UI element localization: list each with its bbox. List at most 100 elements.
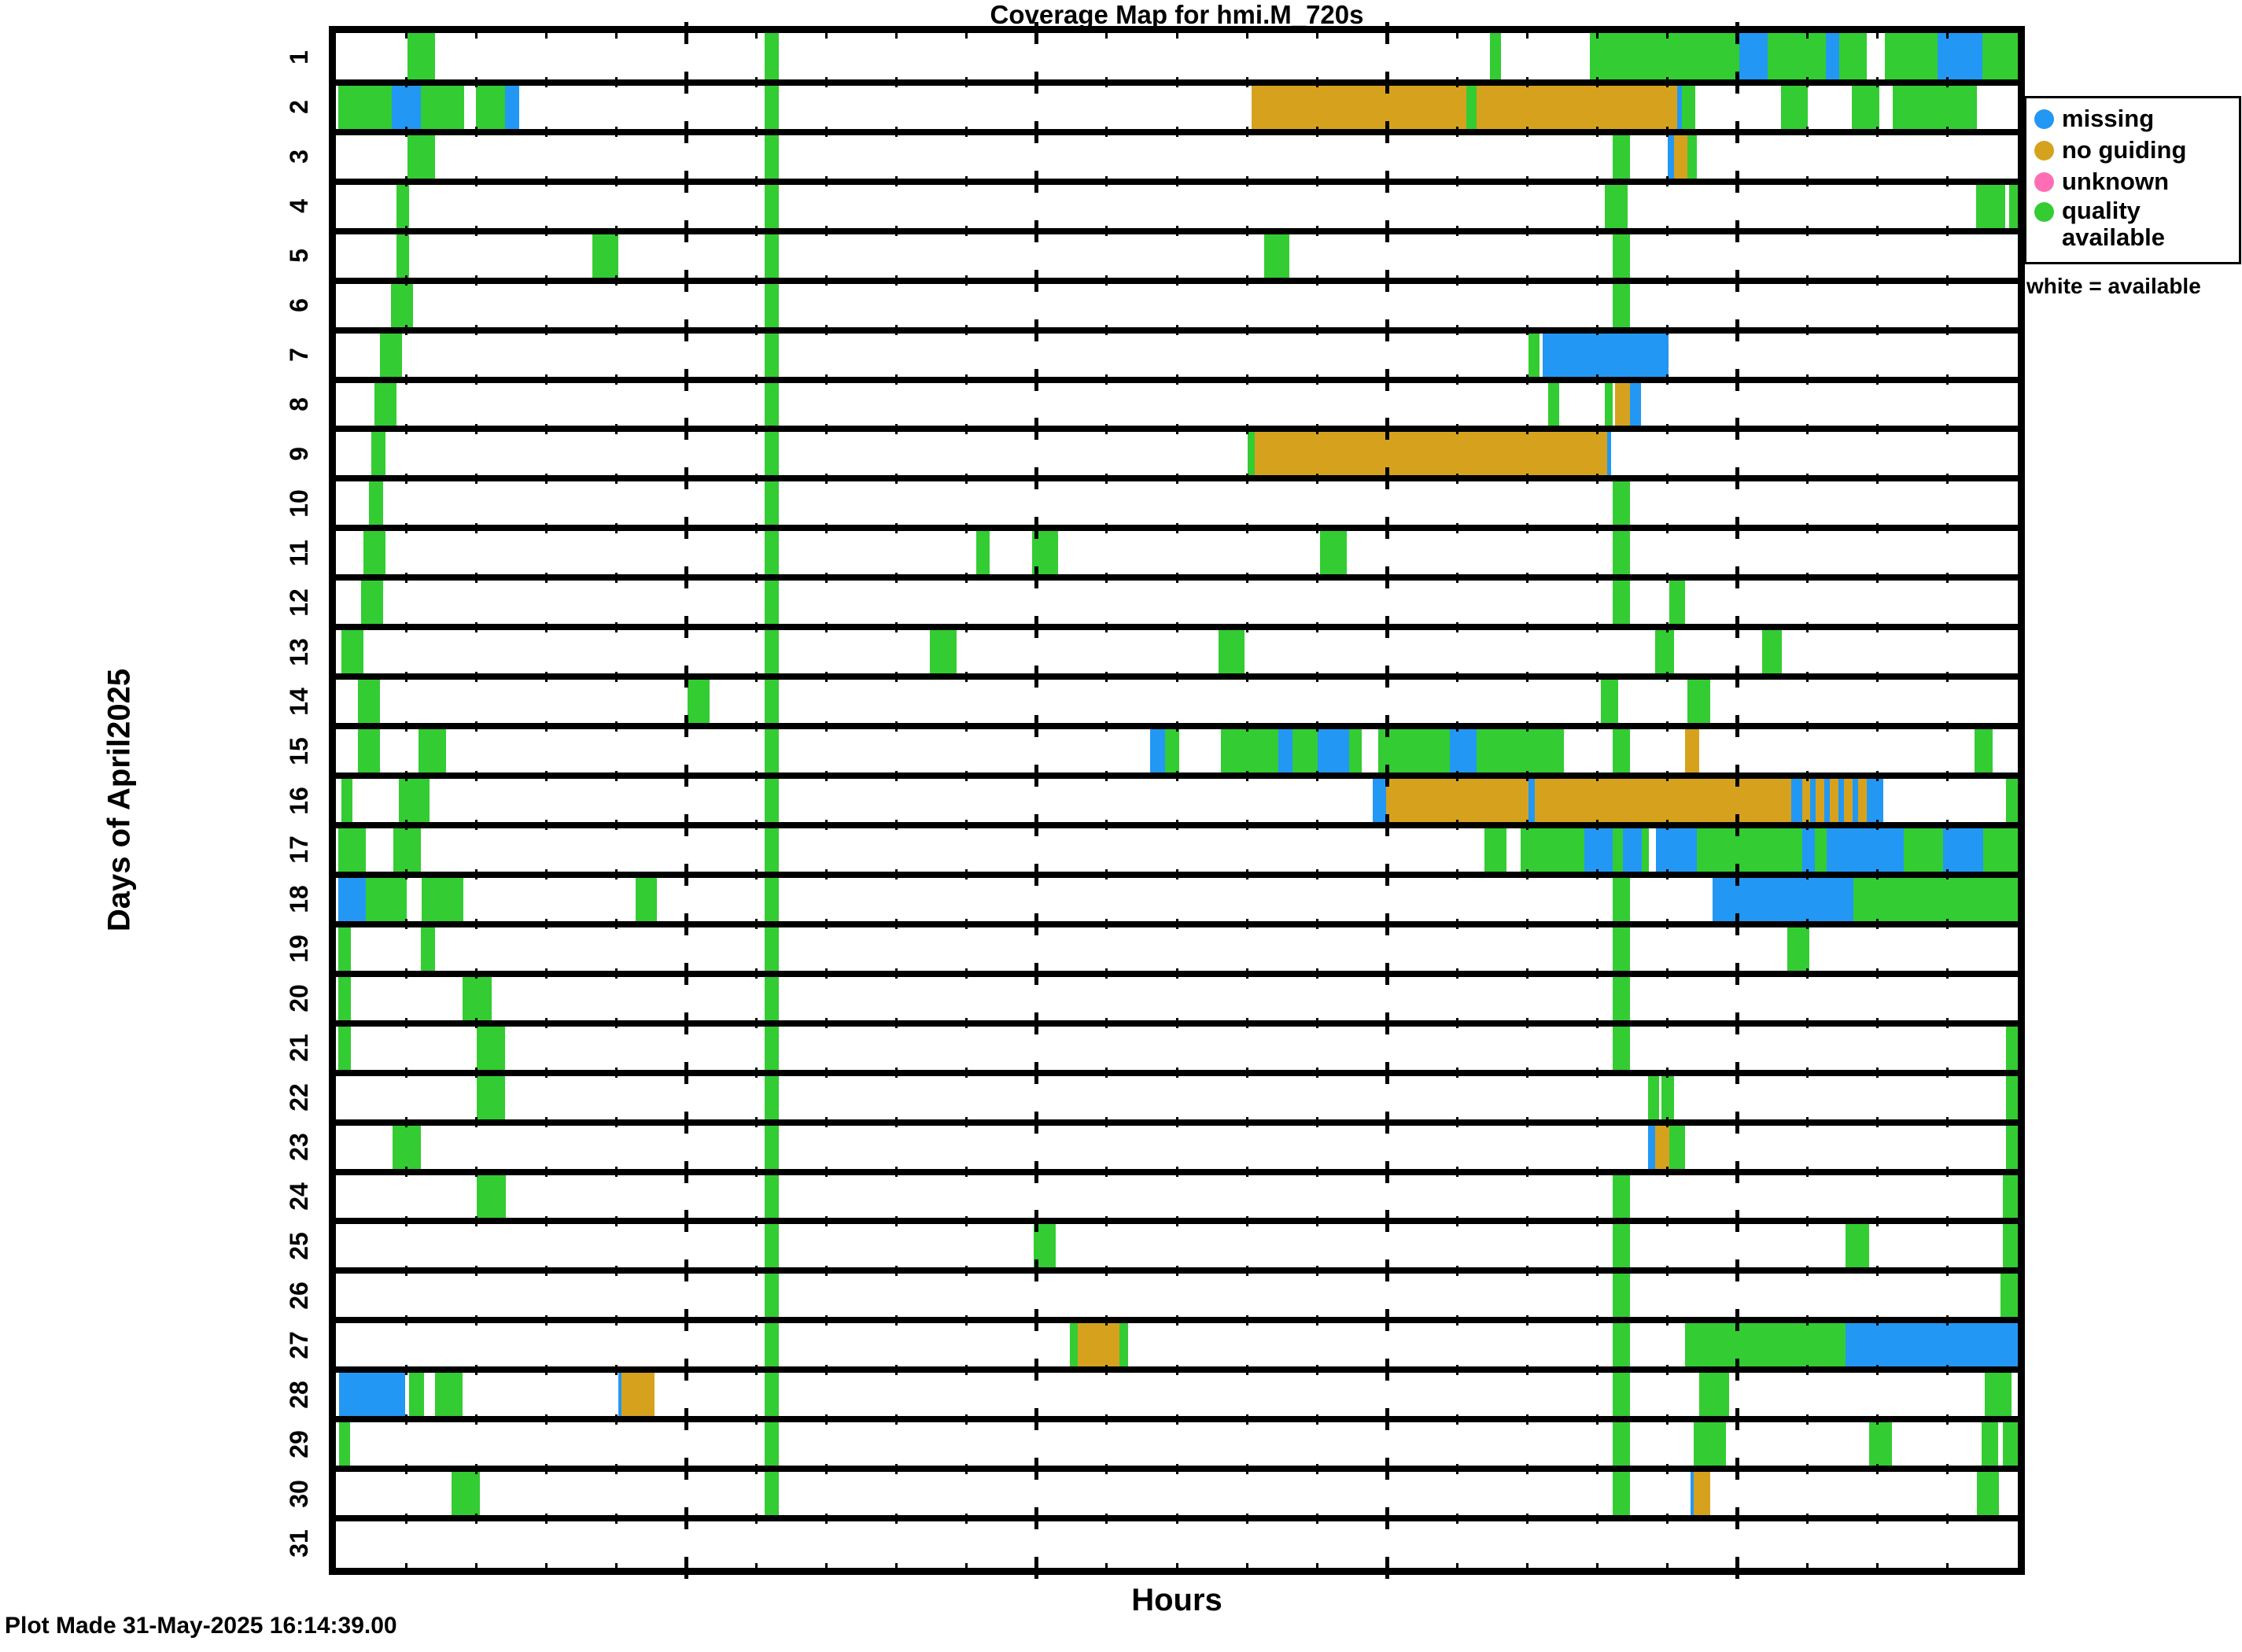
coverage-segment-missing xyxy=(1845,1320,2018,1370)
day-row-11 xyxy=(336,528,2018,578)
hour-tick-major xyxy=(1735,1458,1740,1481)
coverage-segment-missing xyxy=(1656,824,1697,875)
hour-tick-minor xyxy=(614,1117,618,1128)
day-tick-label-12: 12 xyxy=(285,588,313,617)
coverage-segment-quality-available xyxy=(929,627,957,677)
hour-tick-minor xyxy=(1666,1463,1669,1474)
hour-tick-minor xyxy=(895,325,898,336)
hour-tick-minor xyxy=(1315,1265,1318,1276)
coverage-segment-quality-available xyxy=(2005,1122,2018,1172)
hour-tick-minor xyxy=(544,919,548,930)
hour-tick-minor xyxy=(1806,671,1809,682)
hour-tick-minor xyxy=(1525,968,1528,979)
coverage-segment-missing xyxy=(1852,776,1858,825)
hour-tick-minor xyxy=(614,473,618,484)
hour-tick-minor xyxy=(1105,721,1108,732)
hour-tick-minor xyxy=(1666,226,1669,237)
hour-tick-minor xyxy=(1315,1018,1318,1029)
hour-tick-major xyxy=(684,813,688,836)
hour-tick-minor xyxy=(474,374,478,385)
hour-tick-minor xyxy=(1455,77,1458,88)
hour-tick-major xyxy=(684,616,688,639)
coverage-segment-no-guiding xyxy=(1477,82,1678,132)
hour-tick-minor xyxy=(1315,721,1318,732)
hour-tick-minor xyxy=(1946,77,1949,88)
hour-tick-minor xyxy=(965,671,968,682)
hour-tick-minor xyxy=(895,1513,898,1524)
hour-tick-minor xyxy=(1596,671,1599,682)
hour-tick-major xyxy=(1034,120,1039,143)
hour-tick-minor xyxy=(544,226,548,237)
hour-tick-minor xyxy=(755,325,758,336)
hour-tick-minor xyxy=(404,226,407,237)
coverage-segment-missing xyxy=(1543,330,1669,380)
hour-tick-minor xyxy=(1105,1364,1108,1375)
hour-tick-minor xyxy=(1315,770,1318,781)
hour-tick-minor xyxy=(1175,77,1178,88)
hour-tick-major xyxy=(1735,1210,1740,1233)
hour-tick-minor xyxy=(1876,1068,1879,1079)
hour-tick-minor xyxy=(1245,473,1248,484)
hour-tick-minor xyxy=(755,1018,758,1029)
coverage-segment-quality-available xyxy=(1613,824,1624,875)
hour-tick-major xyxy=(1385,418,1389,441)
coverage-segment-quality-available xyxy=(1069,1320,1079,1370)
hour-tick-major xyxy=(1735,616,1740,639)
hour-tick-minor xyxy=(1666,721,1669,732)
hour-tick-minor xyxy=(1806,1364,1809,1375)
hour-tick-minor xyxy=(1525,621,1528,632)
hour-tick-major xyxy=(1034,219,1039,242)
hour-tick-minor xyxy=(1806,820,1809,831)
day-row-12 xyxy=(336,577,2018,628)
hour-tick-minor xyxy=(614,1364,618,1375)
hour-tick-minor xyxy=(474,1215,478,1226)
coverage-segment-no-guiding xyxy=(1252,82,1466,132)
hour-tick-minor xyxy=(1455,325,1458,336)
hour-tick-minor xyxy=(1666,1364,1669,1375)
hour-tick-minor xyxy=(1105,473,1108,484)
hour-tick-minor xyxy=(965,226,968,237)
hour-tick-minor xyxy=(1525,176,1528,187)
hour-tick-minor xyxy=(895,77,898,88)
hour-tick-minor xyxy=(544,671,548,682)
hour-tick-minor xyxy=(755,1414,758,1425)
hour-tick-minor xyxy=(1315,325,1318,336)
coverage-segment-quality-available xyxy=(1981,1419,1999,1469)
hour-tick-minor xyxy=(1315,621,1318,632)
hour-tick-minor xyxy=(1946,919,1949,930)
hour-tick-minor xyxy=(965,1215,968,1226)
hour-tick-minor xyxy=(1455,275,1458,286)
hour-tick-minor xyxy=(1666,1414,1669,1425)
hour-tick-major xyxy=(1735,962,1740,985)
hour-tick-major xyxy=(684,368,688,391)
hour-tick-minor xyxy=(895,275,898,286)
hour-tick-minor xyxy=(1596,572,1599,583)
hour-tick-major xyxy=(1385,1507,1389,1530)
hour-tick-minor xyxy=(1596,968,1599,979)
coverage-segment-quality-available xyxy=(1484,824,1506,875)
hour-tick-minor xyxy=(404,968,407,979)
hour-tick-minor xyxy=(895,919,898,930)
day-row-6 xyxy=(336,280,2018,330)
coverage-segment-quality-available xyxy=(765,776,779,825)
coverage-segment-quality-available xyxy=(1693,1419,1727,1469)
hour-tick-minor xyxy=(1806,869,1809,880)
hour-tick-major xyxy=(1034,269,1039,292)
hour-tick-minor xyxy=(544,1265,548,1276)
hour-tick-minor xyxy=(544,1167,548,1178)
day-row-4 xyxy=(336,181,2018,231)
coverage-segment-quality-available xyxy=(1613,1370,1631,1420)
hour-tick-major xyxy=(1385,1210,1389,1233)
hour-tick-minor xyxy=(1315,572,1318,583)
hour-tick-minor xyxy=(1245,1215,1248,1226)
hour-tick-minor xyxy=(1806,77,1809,88)
hour-tick-major xyxy=(684,22,688,44)
hour-tick-minor xyxy=(895,1414,898,1425)
hour-tick-minor xyxy=(965,1513,968,1524)
hour-tick-minor xyxy=(1806,522,1809,533)
hour-tick-major xyxy=(1034,765,1039,787)
hour-tick-minor xyxy=(1946,522,1949,533)
hour-tick-minor xyxy=(474,919,478,930)
day-tick-label-29: 29 xyxy=(285,1429,313,1458)
hour-tick-minor xyxy=(895,176,898,187)
